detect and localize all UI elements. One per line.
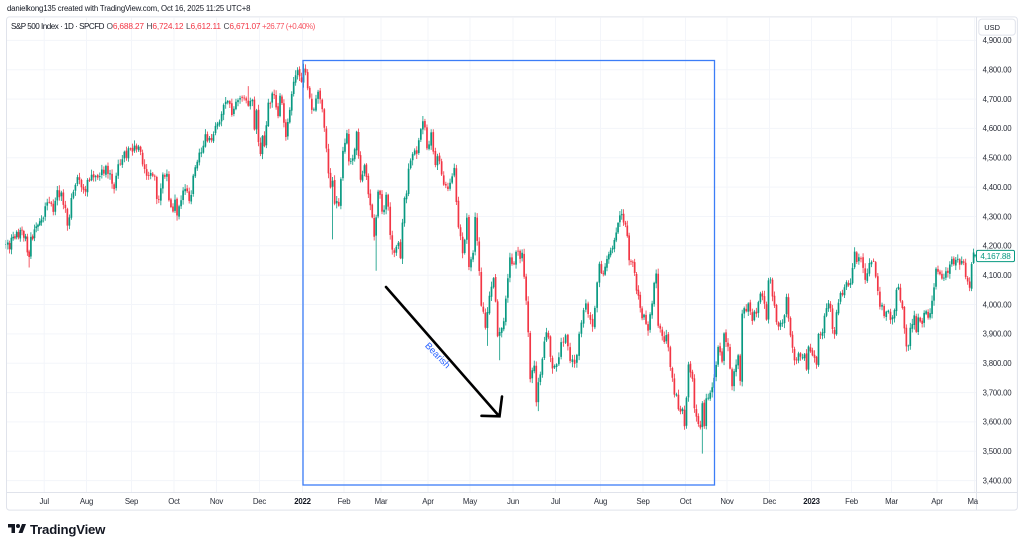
svg-text:4,600.00: 4,600.00 <box>983 124 1013 133</box>
svg-text:S&P 500 Index · 1D · SPCFD: S&P 500 Index · 1D · SPCFD <box>11 22 105 31</box>
svg-text:Sep: Sep <box>125 497 139 506</box>
svg-text:Nov: Nov <box>720 497 734 506</box>
svg-text:2023: 2023 <box>803 497 820 506</box>
svg-text:Feb: Feb <box>338 497 352 506</box>
svg-text:Jun: Jun <box>507 497 519 506</box>
svg-text:May: May <box>463 497 477 506</box>
svg-text:Apr: Apr <box>422 497 434 506</box>
svg-text:Mar: Mar <box>375 497 388 506</box>
svg-text:4,400.00: 4,400.00 <box>983 183 1013 192</box>
svg-text:L6,612.11: L6,612.11 <box>186 21 221 31</box>
svg-text:3,600.00: 3,600.00 <box>983 418 1013 427</box>
svg-text:USD: USD <box>984 23 1000 32</box>
svg-text:C6,671.07: C6,671.07 <box>224 21 261 31</box>
svg-text:4,800.00: 4,800.00 <box>983 66 1013 75</box>
svg-text:3,700.00: 3,700.00 <box>983 388 1013 397</box>
svg-text:+26.77 (+0.40%): +26.77 (+0.40%) <box>262 22 316 31</box>
svg-text:4,200.00: 4,200.00 <box>983 242 1013 251</box>
svg-text:danielkong135 created with Tra: danielkong135 created with TradingView.c… <box>7 4 250 13</box>
svg-text:4,500.00: 4,500.00 <box>983 154 1013 163</box>
svg-text:H6,724.12: H6,724.12 <box>147 21 184 31</box>
svg-text:Mar: Mar <box>885 497 898 506</box>
svg-text:3,400.00: 3,400.00 <box>983 476 1013 485</box>
svg-text:Feb: Feb <box>845 497 859 506</box>
svg-text:4,000.00: 4,000.00 <box>983 300 1013 309</box>
svg-text:Sep: Sep <box>636 497 650 506</box>
svg-text:3,500.00: 3,500.00 <box>983 447 1013 456</box>
svg-text:4,700.00: 4,700.00 <box>983 95 1013 104</box>
svg-text:Apr: Apr <box>931 497 943 506</box>
svg-text:4,167.88: 4,167.88 <box>980 252 1011 261</box>
svg-text:3,900.00: 3,900.00 <box>983 330 1013 339</box>
svg-text:O6,688.27: O6,688.27 <box>107 21 145 31</box>
svg-text:4,100.00: 4,100.00 <box>983 271 1013 280</box>
svg-text:2022: 2022 <box>294 497 311 506</box>
svg-text:TradingView: TradingView <box>30 522 106 537</box>
svg-text:4,900.00: 4,900.00 <box>983 36 1013 45</box>
svg-text:4,300.00: 4,300.00 <box>983 212 1013 221</box>
svg-text:Dec: Dec <box>763 497 777 506</box>
svg-text:Oct: Oct <box>168 497 181 506</box>
svg-text:Aug: Aug <box>80 497 93 506</box>
svg-text:Jul: Jul <box>551 497 561 506</box>
svg-text:Aug: Aug <box>594 497 607 506</box>
svg-text:Ma: Ma <box>968 497 979 506</box>
svg-text:Dec: Dec <box>253 497 267 506</box>
svg-text:Oct: Oct <box>680 497 693 506</box>
svg-text:3,800.00: 3,800.00 <box>983 359 1013 368</box>
svg-text:Nov: Nov <box>210 497 224 506</box>
svg-text:Jul: Jul <box>40 497 50 506</box>
